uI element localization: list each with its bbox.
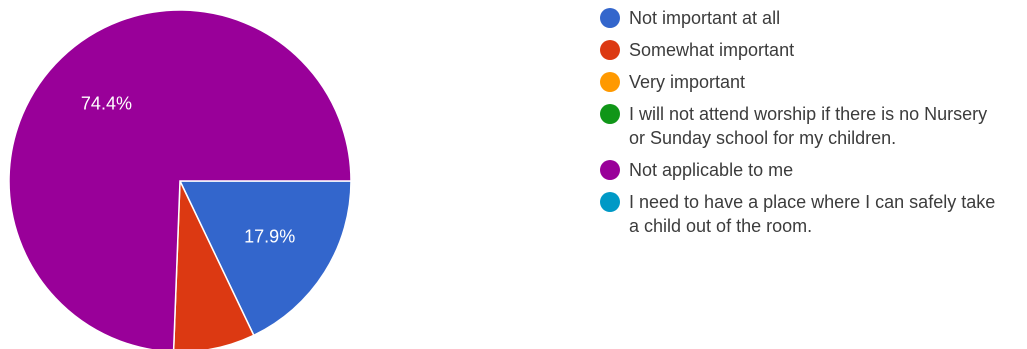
legend-item-not-applicable[interactable]: Not applicable to me bbox=[600, 158, 1020, 182]
legend-color-dot bbox=[600, 104, 620, 124]
pie-slice-not-applicable-to-me[interactable] bbox=[8, 9, 352, 349]
legend-item-not-important-at-all[interactable]: Not important at all bbox=[600, 6, 1020, 30]
chart-legend: Not important at all Somewhat important … bbox=[600, 6, 1020, 246]
legend-label: Not applicable to me bbox=[629, 160, 794, 180]
legend-label: Very important bbox=[629, 72, 746, 92]
legend-label: I will not attend worship if there is no… bbox=[629, 104, 988, 148]
pie-chart: 17.9% 74.4% bbox=[8, 9, 352, 349]
pie-slice-not-important-at-all[interactable] bbox=[178, 180, 352, 337]
legend-color-dot bbox=[600, 192, 620, 212]
legend-color-dot bbox=[600, 8, 620, 28]
legend-color-dot bbox=[600, 72, 620, 92]
legend-item-very-important[interactable]: Very important bbox=[600, 70, 1020, 94]
legend-color-dot bbox=[600, 160, 620, 180]
pie-slice-somewhat-important[interactable] bbox=[172, 180, 255, 349]
slice-data-label: 17.9% bbox=[244, 226, 295, 246]
legend-label: Somewhat important bbox=[629, 40, 795, 60]
legend-label: I need to have a place where I can safel… bbox=[629, 192, 996, 236]
legend-item-somewhat-important[interactable]: Somewhat important bbox=[600, 38, 1020, 62]
legend-color-dot bbox=[600, 40, 620, 60]
legend-label: Not important at all bbox=[629, 8, 781, 28]
slice-data-label: 74.4% bbox=[81, 93, 132, 113]
legend-item-safe-place[interactable]: I need to have a place where I can safel… bbox=[600, 190, 1020, 238]
legend-item-will-not-attend[interactable]: I will not attend worship if there is no… bbox=[600, 102, 1020, 150]
